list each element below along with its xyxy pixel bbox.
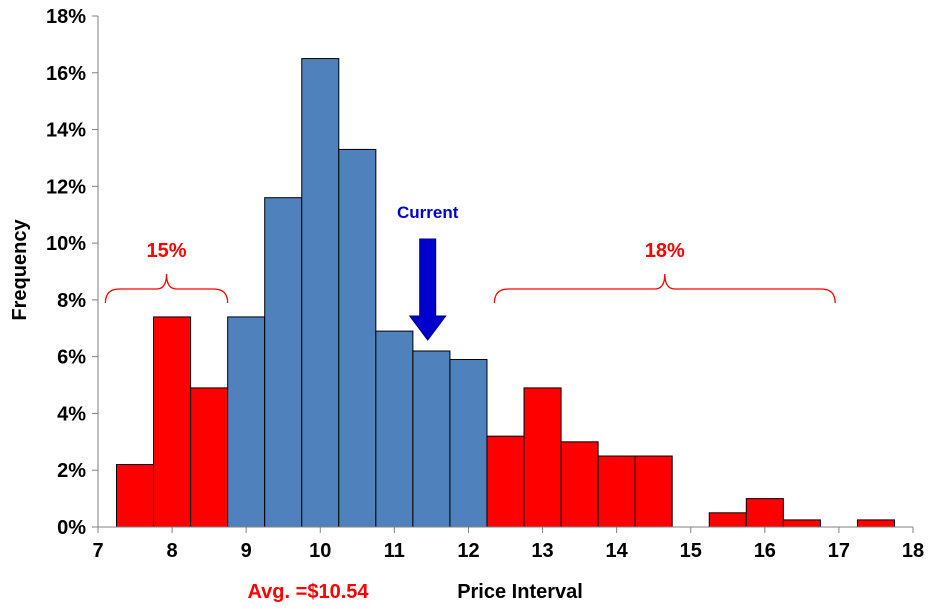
x-tick-label: 12 <box>457 540 479 562</box>
y-tick-label: 6% <box>57 347 86 369</box>
bar-18 <box>856 519 895 528</box>
right-tail-brace <box>493 273 836 304</box>
bar-3 <box>227 316 266 528</box>
annotations: 15% 18% Current Avg. =$10.54 <box>104 203 836 603</box>
bar-5 <box>301 58 340 528</box>
current-arrow-icon <box>408 238 447 341</box>
bar-1 <box>153 316 192 528</box>
bar-8 <box>412 350 451 528</box>
bar-17 <box>782 519 821 528</box>
right-tail-label: 18% <box>645 240 685 262</box>
bar-0 <box>116 464 155 528</box>
x-tick-label: 10 <box>309 540 331 562</box>
y-tick-label: 14% <box>46 120 86 142</box>
bar-16 <box>745 498 784 528</box>
y-tick-label: 16% <box>46 63 86 85</box>
y-tick-label: 18% <box>46 6 86 28</box>
y-tick-label: 8% <box>57 290 86 312</box>
bar-15 <box>708 512 747 528</box>
bar-4 <box>264 197 303 528</box>
y-tick-label: 12% <box>46 176 86 198</box>
bars <box>116 58 895 528</box>
x-tick-label: 11 <box>384 540 405 562</box>
x-tick-label: 15 <box>680 540 702 562</box>
x-tick-labels: 7 8 9 10 11 12 13 14 15 16 17 18 <box>92 540 924 562</box>
bar-9 <box>449 359 488 528</box>
average-label: Avg. =$10.54 <box>247 581 369 603</box>
x-axis-label: Price Interval <box>457 581 583 603</box>
y-tick-label: 0% <box>57 517 86 539</box>
current-label: Current <box>397 203 459 222</box>
x-tick-label: 13 <box>531 540 553 562</box>
y-tick-label: 10% <box>46 233 86 255</box>
x-tick-label: 18 <box>902 540 924 562</box>
bar-7 <box>375 330 414 528</box>
x-tick-label: 16 <box>754 540 776 562</box>
left-tail-brace <box>104 273 229 304</box>
x-tick-label: 14 <box>606 540 629 562</box>
x-tick-label: 7 <box>92 540 103 562</box>
y-tick-label: 4% <box>57 403 86 425</box>
bar-6 <box>338 148 377 528</box>
y-axis-label: Frequency <box>9 219 31 321</box>
x-tick-label: 9 <box>241 540 252 562</box>
bar-12 <box>560 441 599 528</box>
axes <box>92 15 914 533</box>
bar-13 <box>597 455 636 528</box>
bar-10 <box>486 435 525 528</box>
left-tail-label: 15% <box>147 240 187 262</box>
y-tick-labels: 0% 2% 4% 6% 8% 10% 12% 14% 16% 18% <box>46 6 86 539</box>
x-tick-label: 8 <box>167 540 178 562</box>
bar-2 <box>190 387 229 528</box>
y-tick-label: 2% <box>57 460 86 482</box>
bar-14 <box>634 455 673 528</box>
x-tick-label: 17 <box>828 540 850 562</box>
bar-11 <box>523 387 562 528</box>
